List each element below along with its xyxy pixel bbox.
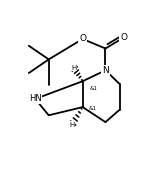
Text: O: O xyxy=(120,33,127,42)
Text: H: H xyxy=(71,65,77,71)
Text: HN: HN xyxy=(29,94,42,103)
Text: O: O xyxy=(79,35,86,44)
Text: &1: &1 xyxy=(90,85,98,90)
Text: N: N xyxy=(102,66,109,75)
Text: H: H xyxy=(69,122,75,128)
Text: &1: &1 xyxy=(88,106,96,111)
